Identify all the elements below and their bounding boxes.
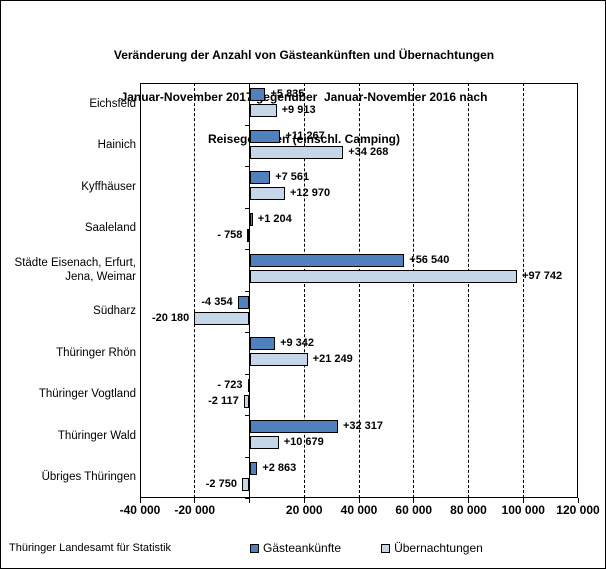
x-axis-tick bbox=[577, 498, 579, 503]
category-label: Thüringer Wald bbox=[57, 429, 136, 442]
bar-overnights bbox=[241, 477, 250, 491]
bar-arrivals bbox=[249, 171, 271, 184]
category-axis-tick bbox=[244, 166, 250, 167]
bar-value-label: +56 540 bbox=[409, 254, 450, 266]
category-axis-tick bbox=[244, 290, 250, 292]
category-axis-tick bbox=[244, 249, 250, 250]
x-axis-tick bbox=[303, 498, 305, 503]
gridline-60000 bbox=[413, 83, 415, 498]
bar-arrivals bbox=[249, 129, 281, 143]
bar-overnights bbox=[243, 394, 250, 408]
bar-overnights bbox=[249, 104, 277, 117]
chart-title: Veränderung der Anzahl von Gästeankünfte… bbox=[1, 20, 605, 174]
bar-value-label: +21 249 bbox=[312, 353, 353, 365]
bar-value-label: -4 354 bbox=[201, 295, 233, 308]
category-axis-tick bbox=[244, 207, 250, 209]
legend-label-uebernachtungen: Übernachtungen bbox=[394, 541, 483, 555]
x-axis-label: 120 000 bbox=[556, 503, 600, 517]
bar-arrivals bbox=[249, 420, 338, 433]
bar-arrivals bbox=[249, 254, 405, 267]
bar-overnights bbox=[249, 436, 279, 449]
bar-overnights bbox=[249, 187, 285, 200]
category-label: Thüringer Vogtland bbox=[38, 388, 136, 401]
bar-value-label: +12 970 bbox=[290, 187, 331, 199]
bar-value-label: -20 180 bbox=[151, 311, 190, 324]
x-axis-tick bbox=[249, 498, 250, 503]
bar-value-label: +5 835 bbox=[270, 88, 305, 100]
bar-arrivals bbox=[249, 461, 258, 475]
legend-swatch-uebernachtungen-icon bbox=[381, 543, 391, 553]
category-axis-tick bbox=[244, 456, 250, 458]
bar-arrivals bbox=[249, 337, 276, 350]
bar-value-label: +9 342 bbox=[280, 337, 315, 349]
category-label: Thüringer Rhön bbox=[56, 346, 136, 359]
category-label: Hainich bbox=[97, 139, 136, 152]
gridline-20000 bbox=[303, 83, 305, 498]
category-label: Südharz bbox=[93, 305, 136, 318]
bar-overnights bbox=[249, 353, 308, 366]
category-axis-tick bbox=[244, 373, 250, 375]
bar-value-label: +97 742 bbox=[522, 270, 563, 282]
category-axis-tick bbox=[244, 415, 250, 416]
x-axis-label: 80 000 bbox=[450, 503, 487, 517]
bar-value-label: +32 317 bbox=[342, 420, 384, 432]
bar-value-label: +2 863 bbox=[262, 461, 297, 474]
bar-value-label: -2 750 bbox=[205, 477, 237, 490]
legend-item-uebernachtungen: Übernachtungen bbox=[381, 539, 483, 557]
bar-overnights bbox=[194, 311, 250, 325]
bar-value-label: - 723 bbox=[217, 378, 243, 391]
legend-label-gaesteankuenfte: Gästeankünfte bbox=[263, 541, 342, 555]
category-label: Übriges Thüringen bbox=[41, 471, 136, 484]
bar-arrivals bbox=[237, 295, 250, 309]
x-axis-tick bbox=[139, 498, 141, 503]
legend-item-gaesteankuenfte: Gästeankünfte bbox=[250, 539, 341, 557]
category-axis-tick bbox=[244, 332, 250, 333]
x-axis-tick bbox=[522, 498, 524, 503]
x-axis-label: 100 000 bbox=[501, 503, 545, 517]
x-axis-label: -20 000 bbox=[174, 503, 216, 517]
bar-value-label: +1 204 bbox=[257, 212, 292, 225]
x-axis-label: -40 000 bbox=[119, 503, 161, 517]
category-axis-tick bbox=[244, 498, 250, 499]
x-axis-label: 20 000 bbox=[285, 503, 323, 517]
x-axis-tick bbox=[413, 498, 415, 503]
legend: Gästeankünfte Übernachtungen bbox=[250, 539, 523, 557]
bar-value-label: -2 117 bbox=[208, 394, 239, 407]
x-axis-label: 60 000 bbox=[395, 503, 433, 517]
category-axis-tick bbox=[244, 124, 250, 126]
x-axis-label: 40 000 bbox=[340, 503, 378, 517]
bar-value-label: +34 268 bbox=[348, 145, 389, 158]
bar-overnights bbox=[249, 145, 344, 159]
bar-arrivals bbox=[249, 212, 253, 226]
legend-swatch-gaesteankuenfte-icon bbox=[250, 543, 259, 553]
chart-title-line1: Veränderung der Anzahl von Gästeankünfte… bbox=[113, 48, 495, 62]
x-axis-tick bbox=[358, 498, 360, 503]
category-label: Saaleland bbox=[84, 222, 136, 235]
bar-overnights bbox=[249, 270, 518, 283]
footer-row: Thüringer Landesamt für Statistik Gästea… bbox=[1, 539, 605, 557]
zero-axis-line bbox=[249, 83, 250, 498]
x-axis-tick bbox=[468, 498, 469, 503]
x-axis-tick bbox=[194, 498, 196, 503]
chart-title-line2: Januar-November 2017 gegenüber Januar-No… bbox=[120, 90, 488, 104]
gridline--20000 bbox=[194, 83, 196, 498]
bar-arrivals bbox=[249, 88, 266, 101]
gridline-100000 bbox=[522, 83, 524, 498]
bar-value-label: - 758 bbox=[217, 228, 243, 241]
source-text: Thüringer Landesamt für Statistik bbox=[9, 542, 172, 554]
bar-overnights bbox=[247, 228, 250, 242]
bar-value-label: +11 267 bbox=[285, 129, 325, 142]
bar-value-label: +7 561 bbox=[275, 171, 310, 183]
category-label: Kyffhäuser bbox=[81, 180, 136, 193]
plot-border bbox=[140, 83, 578, 498]
bar-value-label: +9 913 bbox=[281, 104, 316, 116]
gridline-40000 bbox=[358, 83, 360, 498]
category-label: Eichsfeld bbox=[89, 97, 136, 110]
category-label: Städte Eisenach, Erfurt, Jena, Weimar bbox=[14, 256, 136, 283]
bar-arrivals bbox=[247, 378, 250, 392]
gridline-80000 bbox=[468, 83, 469, 498]
bar-value-label: +10 679 bbox=[283, 436, 324, 448]
